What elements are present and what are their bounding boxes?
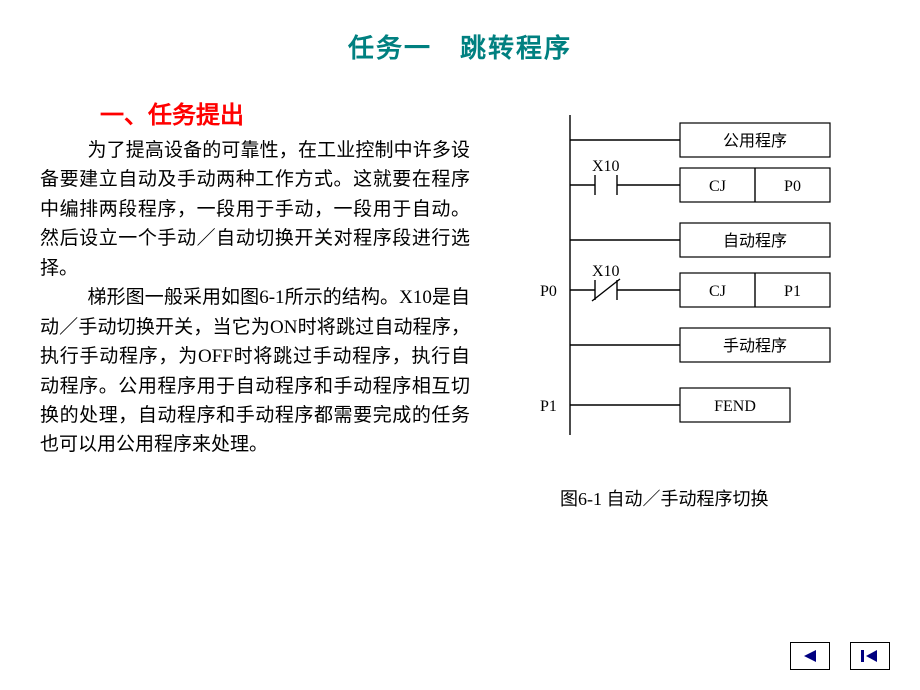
section-heading: 一、任务提出 [100, 95, 470, 130]
svg-text:公用程序: 公用程序 [723, 132, 787, 150]
triangle-bar-left-icon [859, 648, 881, 664]
svg-text:FEND: FEND [714, 398, 756, 415]
content: 一、任务提出 为了提高设备的可靠性，在工业控制中许多设备要建立自动及手动两种工作… [40, 95, 880, 460]
ladder-diagram: 公用程序 X10 CJ P0 自动程序 P0 X10 CJ P1 手动程序 P1 FEND [510, 105, 890, 465]
svg-text:手动程序: 手动程序 [723, 337, 787, 355]
slide-title: 任务一 跳转程序 [40, 28, 880, 65]
figure-column: 公用程序X10CJP0自动程序P0X10CJP1手动程序P1FEND 图6-1 … [500, 95, 880, 460]
svg-text:自动程序: 自动程序 [723, 232, 787, 250]
svg-text:P1: P1 [784, 283, 801, 300]
paragraph-2: 梯形图一般采用如图6-1所示的结构。X10是自动／手动切换开关，当它为ON时将跳… [40, 283, 470, 460]
nav-controls [790, 642, 890, 670]
svg-text:P1: P1 [540, 398, 557, 415]
svg-text:X10: X10 [592, 158, 620, 175]
svg-text:X10: X10 [592, 263, 620, 280]
triangle-left-icon [800, 648, 820, 664]
paragraph-1: 为了提高设备的可靠性，在工业控制中许多设备要建立自动及手动两种工作方式。这就要在… [40, 136, 470, 283]
svg-text:CJ: CJ [709, 283, 726, 300]
svg-text:CJ: CJ [709, 178, 726, 195]
svg-text:P0: P0 [784, 178, 801, 195]
figure-caption: 图6-1 自动／手动程序切换 [560, 485, 769, 511]
text-column: 一、任务提出 为了提高设备的可靠性，在工业控制中许多设备要建立自动及手动两种工作… [40, 95, 470, 460]
svg-text:P0: P0 [540, 283, 557, 300]
first-button[interactable] [850, 642, 890, 670]
prev-button[interactable] [790, 642, 830, 670]
slide: 任务一 跳转程序 一、任务提出 为了提高设备的可靠性，在工业控制中许多设备要建立… [0, 0, 920, 690]
